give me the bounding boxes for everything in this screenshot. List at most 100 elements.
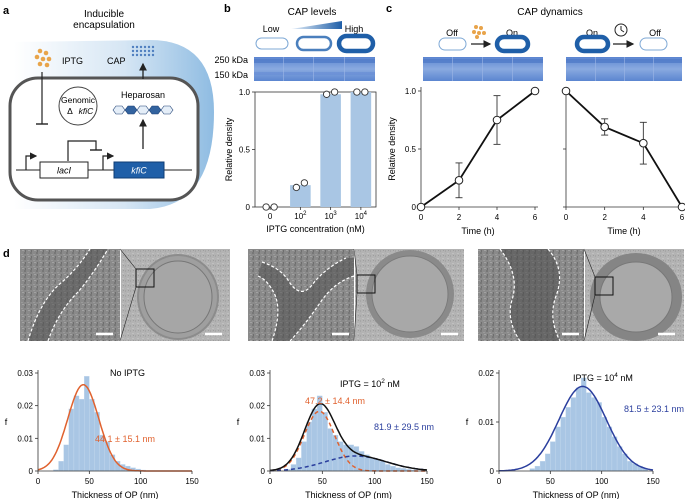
- fit-curve: [269, 410, 427, 472]
- histogram-bar: [560, 416, 566, 472]
- laci-repression-line: [67, 140, 97, 161]
- laci-gene-label: lacI: [57, 166, 72, 176]
- y-tick-label: 0.5: [405, 145, 417, 154]
- x-tick-label: 100: [134, 477, 148, 486]
- replicate-point: [300, 179, 309, 187]
- data-point: [492, 115, 502, 125]
- x-tick-label: 100: [595, 477, 609, 486]
- series-line: [420, 90, 536, 208]
- tem-cell-1: [121, 249, 230, 341]
- capsule-on-icon-2: [574, 34, 611, 54]
- data-point: [639, 138, 648, 148]
- fit-curve: [499, 385, 654, 472]
- histogram-bar: [550, 441, 556, 472]
- y-tick-label: 0: [29, 467, 34, 476]
- panel-a-title-line1: Inducible: [84, 9, 124, 20]
- hist2-label-post: nM: [385, 379, 400, 389]
- data-point: [600, 122, 609, 132]
- iptg-add-icon: [472, 25, 486, 39]
- hist3-label-exp: 4: [614, 372, 618, 379]
- iptg-molecules-icon: [34, 48, 52, 68]
- histogram-bar: [616, 446, 623, 472]
- x-tick-label: 50: [318, 477, 327, 486]
- delta-label: Δ: [67, 106, 73, 116]
- dynamics-on1-label: On: [506, 28, 518, 38]
- dynamics-off2-label: Off: [649, 28, 661, 38]
- histogram-bar: [327, 428, 333, 472]
- panel-a: a Inducible encapsulation IPTG CAP Genom…: [3, 5, 214, 209]
- y-tick-label: 0.01: [17, 434, 33, 443]
- x-tick-label: 6: [533, 213, 538, 222]
- x-tick-label: 150: [185, 477, 199, 486]
- zoom-connector-3b: [583, 294, 596, 342]
- data-point: [416, 202, 426, 212]
- panel-b: b CAP levels Low High 250 kDa 150 kDa 0 1…: [214, 3, 377, 234]
- histogram-bar: [596, 402, 602, 472]
- x-tick-label: 150: [646, 477, 660, 486]
- x-axis-label: Time (h): [607, 226, 640, 236]
- histogram-bar: [586, 392, 592, 472]
- histogram-bar: [580, 377, 587, 472]
- capsule-icon-low: [255, 37, 289, 50]
- tick-exp: 4: [364, 211, 368, 217]
- histogram-bar: [591, 397, 597, 472]
- histogram-bar: [575, 387, 582, 472]
- hist1-condition-label: No IPTG: [110, 368, 145, 378]
- panel-a-letter: a: [3, 5, 10, 17]
- kfic-gene-label: kfiC: [131, 166, 147, 176]
- capsule-off-icon-2: [639, 37, 668, 51]
- histogram-bar: [555, 426, 561, 472]
- gel-image-b: [254, 57, 375, 81]
- x-tick-label: 50: [546, 477, 555, 486]
- clock-icon: [614, 23, 628, 37]
- genome-circle: [58, 86, 98, 126]
- histogram-bar: [290, 464, 297, 472]
- x-axis-label: Time (h): [461, 226, 494, 236]
- replicate-point: [353, 88, 361, 96]
- hist3-label-pre: IPTG = 10: [573, 373, 614, 383]
- y-tick-label: 0.02: [249, 402, 265, 411]
- chart-c-off: 0 2 4 6 Time (h): [561, 86, 685, 236]
- y-tick-label: 1.0: [405, 87, 417, 96]
- x-tick-label: 2: [457, 213, 462, 222]
- mw-250-label: 250 kDa: [214, 55, 248, 65]
- zoom-connector-1a: [119, 248, 137, 270]
- low-label: Low: [263, 24, 280, 34]
- y-tick-label: 0.01: [249, 434, 265, 443]
- x-tick-label: 2: [602, 213, 607, 222]
- histogram-bar: [606, 426, 613, 472]
- x-tick-label: 0: [268, 477, 273, 486]
- histogram-bar: [601, 416, 607, 472]
- capsule-icon-high: [336, 33, 376, 54]
- histogram-bar: [539, 461, 546, 472]
- x-tick-label: 0: [268, 212, 273, 221]
- panel-b-letter: b: [224, 3, 231, 15]
- zoom-connector-3a: [583, 248, 596, 278]
- data-point: [530, 86, 540, 96]
- histogram-bar: [534, 465, 541, 472]
- high-label: High: [345, 24, 364, 34]
- panel-d-letter: d: [3, 248, 10, 260]
- x-tick-label: 150: [420, 477, 434, 486]
- x-tick-label: 100: [368, 477, 382, 486]
- x-axis-label: Thickness of OP (nm): [72, 490, 159, 499]
- histogram-bar: [337, 441, 344, 472]
- iptg-label: IPTG: [62, 56, 83, 66]
- chart-d-hist-3: 0 50 100 150 0 0.01 0.02 Thickness of OP (nm) f: [466, 369, 660, 499]
- tem-cell-2: [355, 249, 464, 341]
- cap-label: CAP: [107, 56, 126, 66]
- y-tick-label: 0.5: [239, 146, 251, 155]
- x-tick-label: 0: [419, 213, 424, 222]
- histogram-bar: [570, 397, 577, 472]
- histogram-bar: [58, 461, 64, 472]
- histogram-bar: [63, 444, 69, 472]
- data-point: [454, 176, 464, 185]
- hist2-label-pre: IPTG = 10: [340, 379, 381, 389]
- tem-cell-3: [585, 249, 684, 341]
- histogram-bar: [384, 464, 391, 472]
- tick-base: 10: [325, 212, 334, 221]
- bar: [350, 92, 372, 207]
- y-axis-label: f: [466, 417, 469, 427]
- hist3-condition-label: IPTG = 104 nM: [573, 372, 633, 383]
